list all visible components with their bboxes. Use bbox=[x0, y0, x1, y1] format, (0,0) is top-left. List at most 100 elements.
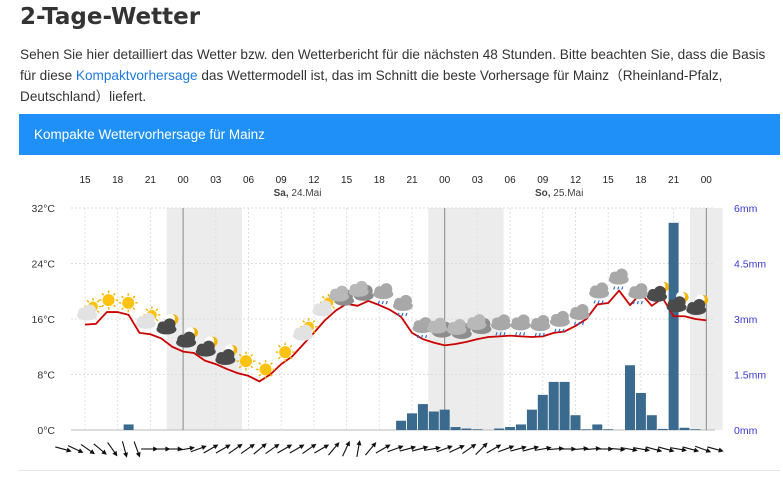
sun-ray bbox=[250, 353, 254, 357]
precipitation-bar bbox=[570, 415, 581, 430]
wind-arrow bbox=[387, 445, 404, 453]
cloud-puff bbox=[517, 314, 530, 327]
time-label: 18 bbox=[112, 175, 124, 186]
wind-arrow bbox=[289, 444, 305, 454]
wind-arrow bbox=[314, 444, 330, 454]
time-label: 18 bbox=[635, 175, 647, 186]
rain-cloud-icon bbox=[589, 282, 610, 304]
precipitation-bar bbox=[668, 222, 679, 430]
precipitation-bar bbox=[396, 420, 407, 430]
wind-arrow-head bbox=[398, 445, 404, 450]
wind-arrow-head bbox=[533, 445, 540, 451]
sun-ray bbox=[289, 356, 293, 360]
wind-arrow-head bbox=[89, 449, 95, 455]
rain-drop bbox=[554, 328, 557, 333]
rain-drop bbox=[495, 332, 498, 336]
cloud-puff bbox=[380, 283, 393, 296]
precipitation-bar bbox=[516, 424, 526, 430]
sun-disc bbox=[259, 363, 272, 376]
cloud-puff bbox=[299, 324, 312, 337]
cloud-puff bbox=[453, 318, 466, 331]
wind-arrow-head bbox=[693, 447, 700, 453]
precipitation-bar bbox=[407, 413, 417, 430]
time-label: 00 bbox=[178, 175, 190, 186]
rain-cloud-icon bbox=[608, 268, 629, 290]
precipitation-bar bbox=[635, 393, 646, 430]
partly-cloudy-sun-icon bbox=[77, 298, 102, 321]
rain-drop bbox=[542, 332, 545, 337]
rain-drop bbox=[534, 332, 537, 337]
wind-arrow bbox=[510, 445, 527, 452]
intro-text-part1: Sehen Sie hier detailliert das Wetter bz… bbox=[20, 47, 766, 83]
precipitation-bar bbox=[603, 429, 614, 430]
sun-ray bbox=[121, 307, 124, 311]
rain-drop bbox=[558, 328, 561, 333]
rain-drop bbox=[499, 332, 502, 336]
sun-disc bbox=[122, 296, 135, 309]
rain-drop bbox=[581, 321, 585, 326]
wind-arrow bbox=[93, 443, 107, 455]
rain-cloud-icon bbox=[569, 303, 590, 326]
temperature-axis-label: 0°C bbox=[37, 425, 55, 437]
divider bbox=[19, 470, 780, 471]
weather-chart: 15 18 21 00 03 06 09 12 15 18 21 00 03 06 09 12 15 18 21 00… bbox=[32, 175, 766, 458]
rain-drop bbox=[424, 334, 428, 339]
precipitation-bar bbox=[450, 427, 461, 430]
wind-arrow-head bbox=[669, 447, 675, 453]
precipitation-axis-label: 1.5mm bbox=[734, 370, 766, 382]
kompaktvorhersage-link[interactable]: Kompaktvorhersage bbox=[75, 68, 198, 83]
wind-arrow bbox=[707, 446, 724, 453]
cloud-puff bbox=[653, 285, 666, 298]
cloud-puff bbox=[399, 294, 412, 307]
wind-arrow-head bbox=[77, 448, 84, 453]
wind-arrow-head bbox=[345, 440, 350, 447]
cloud-puff bbox=[576, 303, 589, 316]
precipitation-bar bbox=[646, 415, 657, 430]
wind-arrow-head bbox=[470, 443, 477, 449]
cloud-puff bbox=[537, 315, 550, 328]
cloud-moon-icon bbox=[156, 313, 179, 335]
rain-drop bbox=[523, 332, 526, 336]
wind-arrow bbox=[240, 443, 255, 455]
wind-arrow bbox=[486, 444, 502, 454]
wind-arrow bbox=[608, 446, 626, 452]
sun-icon bbox=[118, 293, 138, 313]
wind-arrow bbox=[342, 440, 350, 457]
precipitation-bar bbox=[123, 424, 134, 430]
rain-drop bbox=[405, 312, 408, 317]
temperature-axis-label: 32°C bbox=[32, 203, 56, 215]
rain-drop bbox=[601, 300, 604, 304]
time-label: 21 bbox=[406, 175, 418, 186]
cloud-moon-icon bbox=[646, 281, 669, 302]
wind-arrow bbox=[522, 445, 540, 452]
cloud-puff bbox=[355, 280, 368, 293]
wind-arrow bbox=[424, 445, 441, 451]
wind-arrow-head bbox=[249, 443, 255, 449]
cloud-moon-icon bbox=[215, 344, 238, 365]
wind-arrow-head bbox=[371, 442, 377, 448]
precipitation-bar bbox=[472, 429, 483, 430]
wind-arrow bbox=[190, 445, 207, 453]
wind-arrow bbox=[107, 442, 118, 457]
rain-drop bbox=[621, 286, 624, 290]
wind-arrow bbox=[277, 444, 293, 454]
sun-ray bbox=[302, 320, 306, 323]
wind-arrow bbox=[694, 445, 712, 453]
wind-arrow bbox=[165, 446, 183, 452]
wind-arrow-head bbox=[495, 444, 502, 450]
day-label: Sa, 24.Mai bbox=[274, 188, 322, 199]
wind-arrow-head bbox=[212, 444, 219, 450]
wind-arrow-head bbox=[66, 447, 72, 453]
partly-cloudy-sun-icon bbox=[312, 293, 337, 317]
wind-arrow-head bbox=[422, 445, 429, 451]
wind-arrow bbox=[670, 447, 687, 453]
wind-arrow bbox=[375, 444, 391, 454]
sun-ray bbox=[121, 295, 124, 299]
wind-arrow bbox=[657, 446, 675, 453]
cloud-moon-icon bbox=[686, 294, 709, 315]
rain-drop bbox=[538, 332, 541, 337]
rain-drop bbox=[632, 300, 635, 305]
wind-arrow bbox=[265, 443, 280, 455]
time-label: 00 bbox=[439, 175, 451, 186]
cloud-puff bbox=[673, 296, 686, 309]
